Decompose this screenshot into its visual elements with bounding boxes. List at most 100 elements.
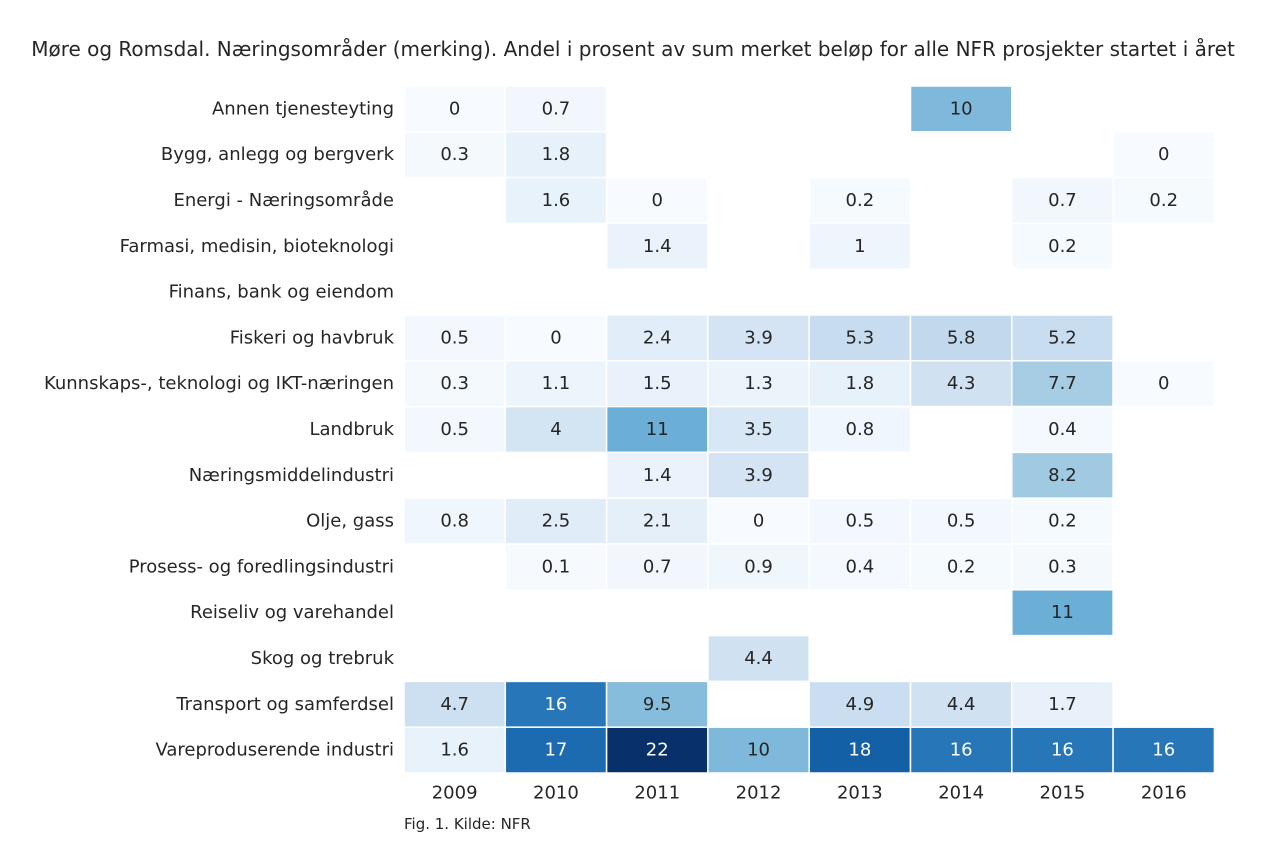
cell-value-label: 1.8	[846, 373, 875, 394]
cell-value-label: 1.5	[643, 373, 672, 394]
row-label-annen-tjenesteyting: Annen tjenesteyting	[212, 98, 394, 119]
cell-value-label: 0.7	[1048, 190, 1077, 211]
cell-value-label: 16	[1152, 740, 1175, 761]
chart-title: Møre og Romsdal. Næringsområder (merking…	[31, 37, 1235, 61]
heatmap-cell-landbruk-2013	[808, 405, 912, 454]
heatmap-cell-fiskeri-og-havbruk-2014	[909, 314, 1013, 362]
cell-value-label: 0.4	[1048, 419, 1077, 440]
heatmap-cell-transport-og-samferdsel-2011	[605, 680, 709, 728]
cell-value-label: 1.8	[542, 144, 571, 165]
row-label-n-ringsmiddelindustri: Næringsmiddelindustri	[189, 465, 394, 486]
heatmap-cell-bygg-anlegg-og-bergverk-2016	[1112, 131, 1216, 179]
heatmap-cell-vareproduserende-industri-2011	[605, 726, 709, 774]
heatmap-cell-olje-gass-2010	[504, 497, 608, 545]
row-label-landbruk: Landbruk	[309, 419, 394, 440]
row-label-reiseliv-og-varehandel: Reiseliv og varehandel	[190, 602, 394, 623]
row-label-skog-og-trebruk: Skog og trebruk	[251, 648, 395, 669]
cell-value-label: 0	[1158, 373, 1169, 394]
heatmap-cell-annen-tjenesteyting-2009	[403, 85, 507, 133]
heatmap-cell-fiskeri-og-havbruk-2010	[504, 314, 608, 362]
heatmap-cell-fiskeri-og-havbruk-2015	[1011, 314, 1114, 362]
heatmap-cell-kunnskaps-teknologi-og-ikt-n-ringen-2010	[504, 360, 608, 408]
heatmap-cell-fiskeri-og-havbruk-2012	[707, 314, 810, 362]
heatmap-cell-n-ringsmiddelindustri-2012	[707, 451, 810, 499]
heatmap-cells: 0 0.7 10 0.3 1.8 0 1.6 0 0.2 0.7 0.2 1.4 1 0.2 0.5 0 2.4…	[403, 85, 1216, 774]
row-label-finans-bank-og-eiendom: Finans, bank og eiendom	[169, 282, 394, 303]
cell-value-label: 0	[449, 98, 460, 119]
heatmap-cell-fiskeri-og-havbruk-2013	[808, 314, 912, 362]
cell-value-label: 16	[950, 740, 973, 761]
cell-value-label: 0.3	[440, 144, 469, 165]
heatmap-cell-vareproduserende-industri-2015	[1011, 726, 1114, 774]
cell-value-label: 0.2	[1149, 190, 1178, 211]
heatmap-cell-olje-gass-2012	[707, 497, 810, 545]
cell-value-label: 2.1	[643, 511, 672, 532]
cell-value-label: 17	[544, 740, 567, 761]
cell-value-label: 5.2	[1048, 327, 1077, 348]
row-label-energi-n-ringsomr-de: Energi - Næringsområde	[173, 190, 394, 211]
cell-value-label: 0.2	[1048, 236, 1077, 257]
cell-value-label: 0.5	[846, 511, 875, 532]
heatmap-cell-transport-og-samferdsel-2015	[1011, 680, 1114, 728]
column-label-2014: 2014	[938, 783, 984, 804]
heatmap-cell-prosess-og-foredlingsindustri-2015	[1011, 543, 1114, 591]
cell-value-label: 3.5	[744, 419, 773, 440]
cell-value-label: 3.9	[744, 327, 773, 348]
cell-value-label: 2.4	[643, 327, 672, 348]
heatmap-cell-kunnskaps-teknologi-og-ikt-n-ringen-2014	[909, 360, 1013, 408]
cell-value-label: 4.7	[440, 694, 469, 715]
row-label-olje-gass: Olje, gass	[306, 511, 394, 532]
heatmap-cell-n-ringsmiddelindustri-2011	[605, 451, 709, 499]
cell-value-label: 16	[544, 694, 567, 715]
cell-value-label: 0	[753, 511, 764, 532]
heatmap-cell-prosess-og-foredlingsindustri-2011	[605, 543, 709, 591]
heatmap-cell-farmasi-medisin-bioteknologi-2015	[1011, 222, 1114, 270]
heatmap-cell-fiskeri-og-havbruk-2011	[605, 314, 709, 362]
cell-value-label: 1.3	[744, 373, 773, 394]
cell-value-label: 1.6	[542, 190, 571, 211]
cell-value-label: 1.4	[643, 465, 672, 486]
heatmap-cell-skog-og-trebruk-2012	[707, 634, 810, 683]
heatmap-cell-vareproduserende-industri-2013	[808, 726, 912, 774]
cell-value-label: 0	[1158, 144, 1169, 165]
heatmap-cell-vareproduserende-industri-2009	[403, 726, 507, 774]
heatmap-cell-kunnskaps-teknologi-og-ikt-n-ringen-2016	[1112, 360, 1216, 408]
heatmap-cell-prosess-og-foredlingsindustri-2013	[808, 543, 912, 591]
cell-value-label: 11	[1051, 602, 1074, 623]
cell-value-label: 0.5	[947, 511, 976, 532]
cell-value-label: 0.2	[947, 556, 976, 577]
row-label-fiskeri-og-havbruk: Fiskeri og havbruk	[230, 327, 395, 348]
row-label-prosess-og-foredlingsindustri: Prosess- og foredlingsindustri	[129, 556, 394, 577]
row-label-vareproduserende-industri: Vareproduserende industri	[155, 740, 394, 761]
heatmap-cell-olje-gass-2015	[1011, 497, 1114, 545]
cell-value-label: 0.1	[542, 556, 571, 577]
heatmap-cell-energi-n-ringsomr-de-2011	[605, 176, 709, 225]
heatmap-cell-annen-tjenesteyting-2010	[504, 85, 608, 133]
cell-value-label: 0	[652, 190, 663, 211]
figure-caption: Fig. 1. Kilde: NFR	[404, 815, 531, 833]
heatmap-cell-landbruk-2010	[504, 405, 608, 454]
cell-value-label: 2.5	[542, 511, 571, 532]
cell-value-label: 0.3	[440, 373, 469, 394]
column-label-2012: 2012	[736, 783, 782, 804]
column-labels: 2009 2010 2011 2012 2013 2014 2015 2016	[432, 783, 1187, 804]
row-label-kunnskaps-teknologi-og-ikt-n-ringen: Kunnskaps-, teknologi og IKT-næringen	[44, 373, 394, 394]
heatmap-cell-energi-n-ringsomr-de-2010	[504, 176, 608, 225]
cell-value-label: 0.4	[846, 556, 875, 577]
cell-value-label: 18	[848, 740, 871, 761]
heatmap-cell-kunnskaps-teknologi-og-ikt-n-ringen-2009	[403, 360, 507, 408]
cell-value-label: 0.2	[846, 190, 875, 211]
heatmap-cell-prosess-og-foredlingsindustri-2014	[909, 543, 1013, 591]
column-label-2010: 2010	[533, 783, 579, 804]
cell-value-label: 1.1	[542, 373, 571, 394]
heatmap-cell-vareproduserende-industri-2016	[1112, 726, 1216, 774]
cell-value-label: 4.3	[947, 373, 976, 394]
heatmap-cell-energi-n-ringsomr-de-2016	[1112, 176, 1216, 225]
cell-value-label: 9.5	[643, 694, 672, 715]
cell-value-label: 10	[747, 740, 770, 761]
cell-value-label: 4	[550, 419, 561, 440]
cell-value-label: 0.5	[440, 327, 469, 348]
cell-value-label: 22	[646, 740, 669, 761]
cell-value-label: 0.7	[643, 556, 672, 577]
